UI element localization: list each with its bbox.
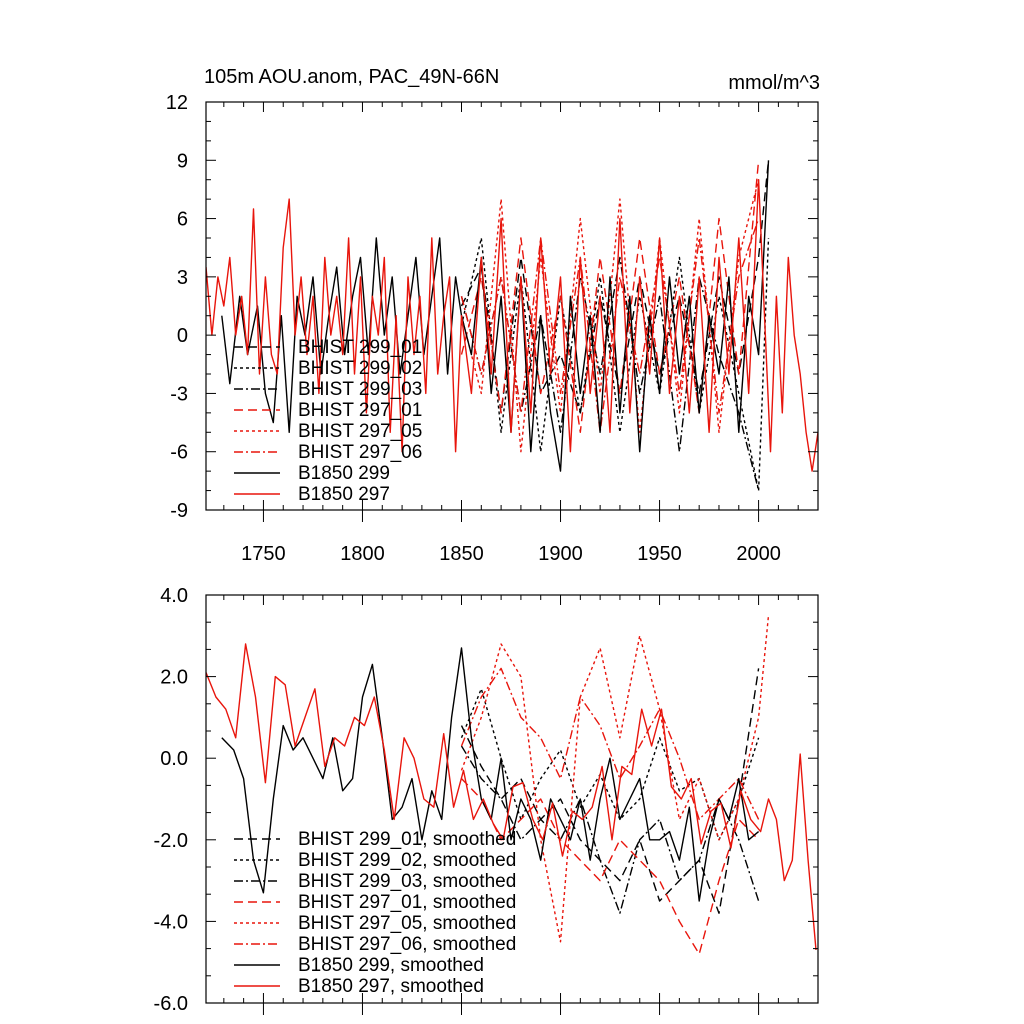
y-tick-label: -6 bbox=[170, 442, 188, 464]
series-line bbox=[460, 615, 770, 943]
y-tick-label: 6 bbox=[177, 209, 188, 231]
panel-top: 105m AOU.anom, PAC_49N-66N mmol/m^3 -9 -6… bbox=[166, 66, 820, 565]
series-line bbox=[460, 688, 760, 841]
y-tick-label: 12 bbox=[166, 92, 188, 114]
x-tick-label: 2000 bbox=[736, 543, 781, 565]
y-tick-label: -6.0 bbox=[154, 993, 188, 1015]
top-units: mmol/m^3 bbox=[728, 72, 820, 94]
legend-label: B1850 297, smoothed bbox=[298, 976, 484, 997]
legend-label: BHIST 299_02, smoothed bbox=[298, 850, 516, 871]
legend-label: BHIST 297_01, smoothed bbox=[298, 892, 516, 913]
y-tick-label: 3 bbox=[177, 267, 188, 289]
legend-label: BHIST 299_02 bbox=[298, 358, 422, 379]
series-line bbox=[206, 178, 818, 472]
top-series-group bbox=[206, 160, 818, 492]
legend-label: BHIST 299_01 bbox=[298, 337, 422, 358]
series-line bbox=[460, 160, 770, 414]
series-line bbox=[460, 179, 760, 453]
legend-label: BHIST 297_05, smoothed bbox=[298, 913, 516, 934]
legend-label: B1850 299, smoothed bbox=[298, 955, 484, 976]
x-tick-label: 1800 bbox=[340, 543, 385, 565]
series-line bbox=[206, 643, 817, 951]
top-title: 105m AOU.anom, PAC_49N-66N bbox=[204, 66, 499, 88]
legend-label: BHIST 297_06 bbox=[298, 442, 422, 463]
series-line bbox=[460, 778, 760, 955]
y-tick-label: 9 bbox=[177, 150, 188, 172]
series-line bbox=[460, 668, 760, 914]
x-tick-label: 1850 bbox=[439, 543, 484, 565]
series-line bbox=[221, 160, 770, 472]
y-tick-label: -3 bbox=[170, 383, 188, 405]
bottom-series-group bbox=[206, 615, 817, 955]
y-tick-label: 2.0 bbox=[160, 667, 188, 689]
legend-label: B1850 297 bbox=[298, 484, 390, 505]
y-tick-label: 4.0 bbox=[160, 585, 188, 607]
legend-label: B1850 299 bbox=[298, 463, 390, 484]
series-line bbox=[460, 745, 760, 914]
y-tick-label: 0 bbox=[177, 325, 188, 347]
y-tick-label: 0.0 bbox=[160, 748, 188, 770]
panel-bottom: -6.0 -4.0 -2.0 0.0 2.0 4.0 BHIST 299_01, smoo… bbox=[154, 585, 819, 1015]
legend-label: BHIST 299_03, smoothed bbox=[298, 871, 516, 892]
x-tick-label: 1950 bbox=[637, 543, 682, 565]
top-plot-frame bbox=[205, 101, 819, 511]
x-tick-label: 1750 bbox=[241, 543, 286, 565]
legend-label: BHIST 297_05 bbox=[298, 421, 422, 442]
legend-label: BHIST 297_06, smoothed bbox=[298, 934, 516, 955]
legend-label: BHIST 299_03 bbox=[298, 379, 422, 400]
bottom-plot-frame bbox=[205, 594, 819, 1004]
series-line bbox=[460, 218, 760, 433]
legend-label: BHIST 299_01, smoothed bbox=[298, 829, 516, 850]
series-line bbox=[460, 667, 760, 821]
y-tick-label: -9 bbox=[170, 500, 188, 522]
x-tick-label: 1900 bbox=[538, 543, 583, 565]
legend-label: BHIST 297_01 bbox=[298, 400, 422, 421]
y-tick-label: -2.0 bbox=[154, 830, 188, 852]
y-tick-label: -4.0 bbox=[154, 911, 188, 933]
